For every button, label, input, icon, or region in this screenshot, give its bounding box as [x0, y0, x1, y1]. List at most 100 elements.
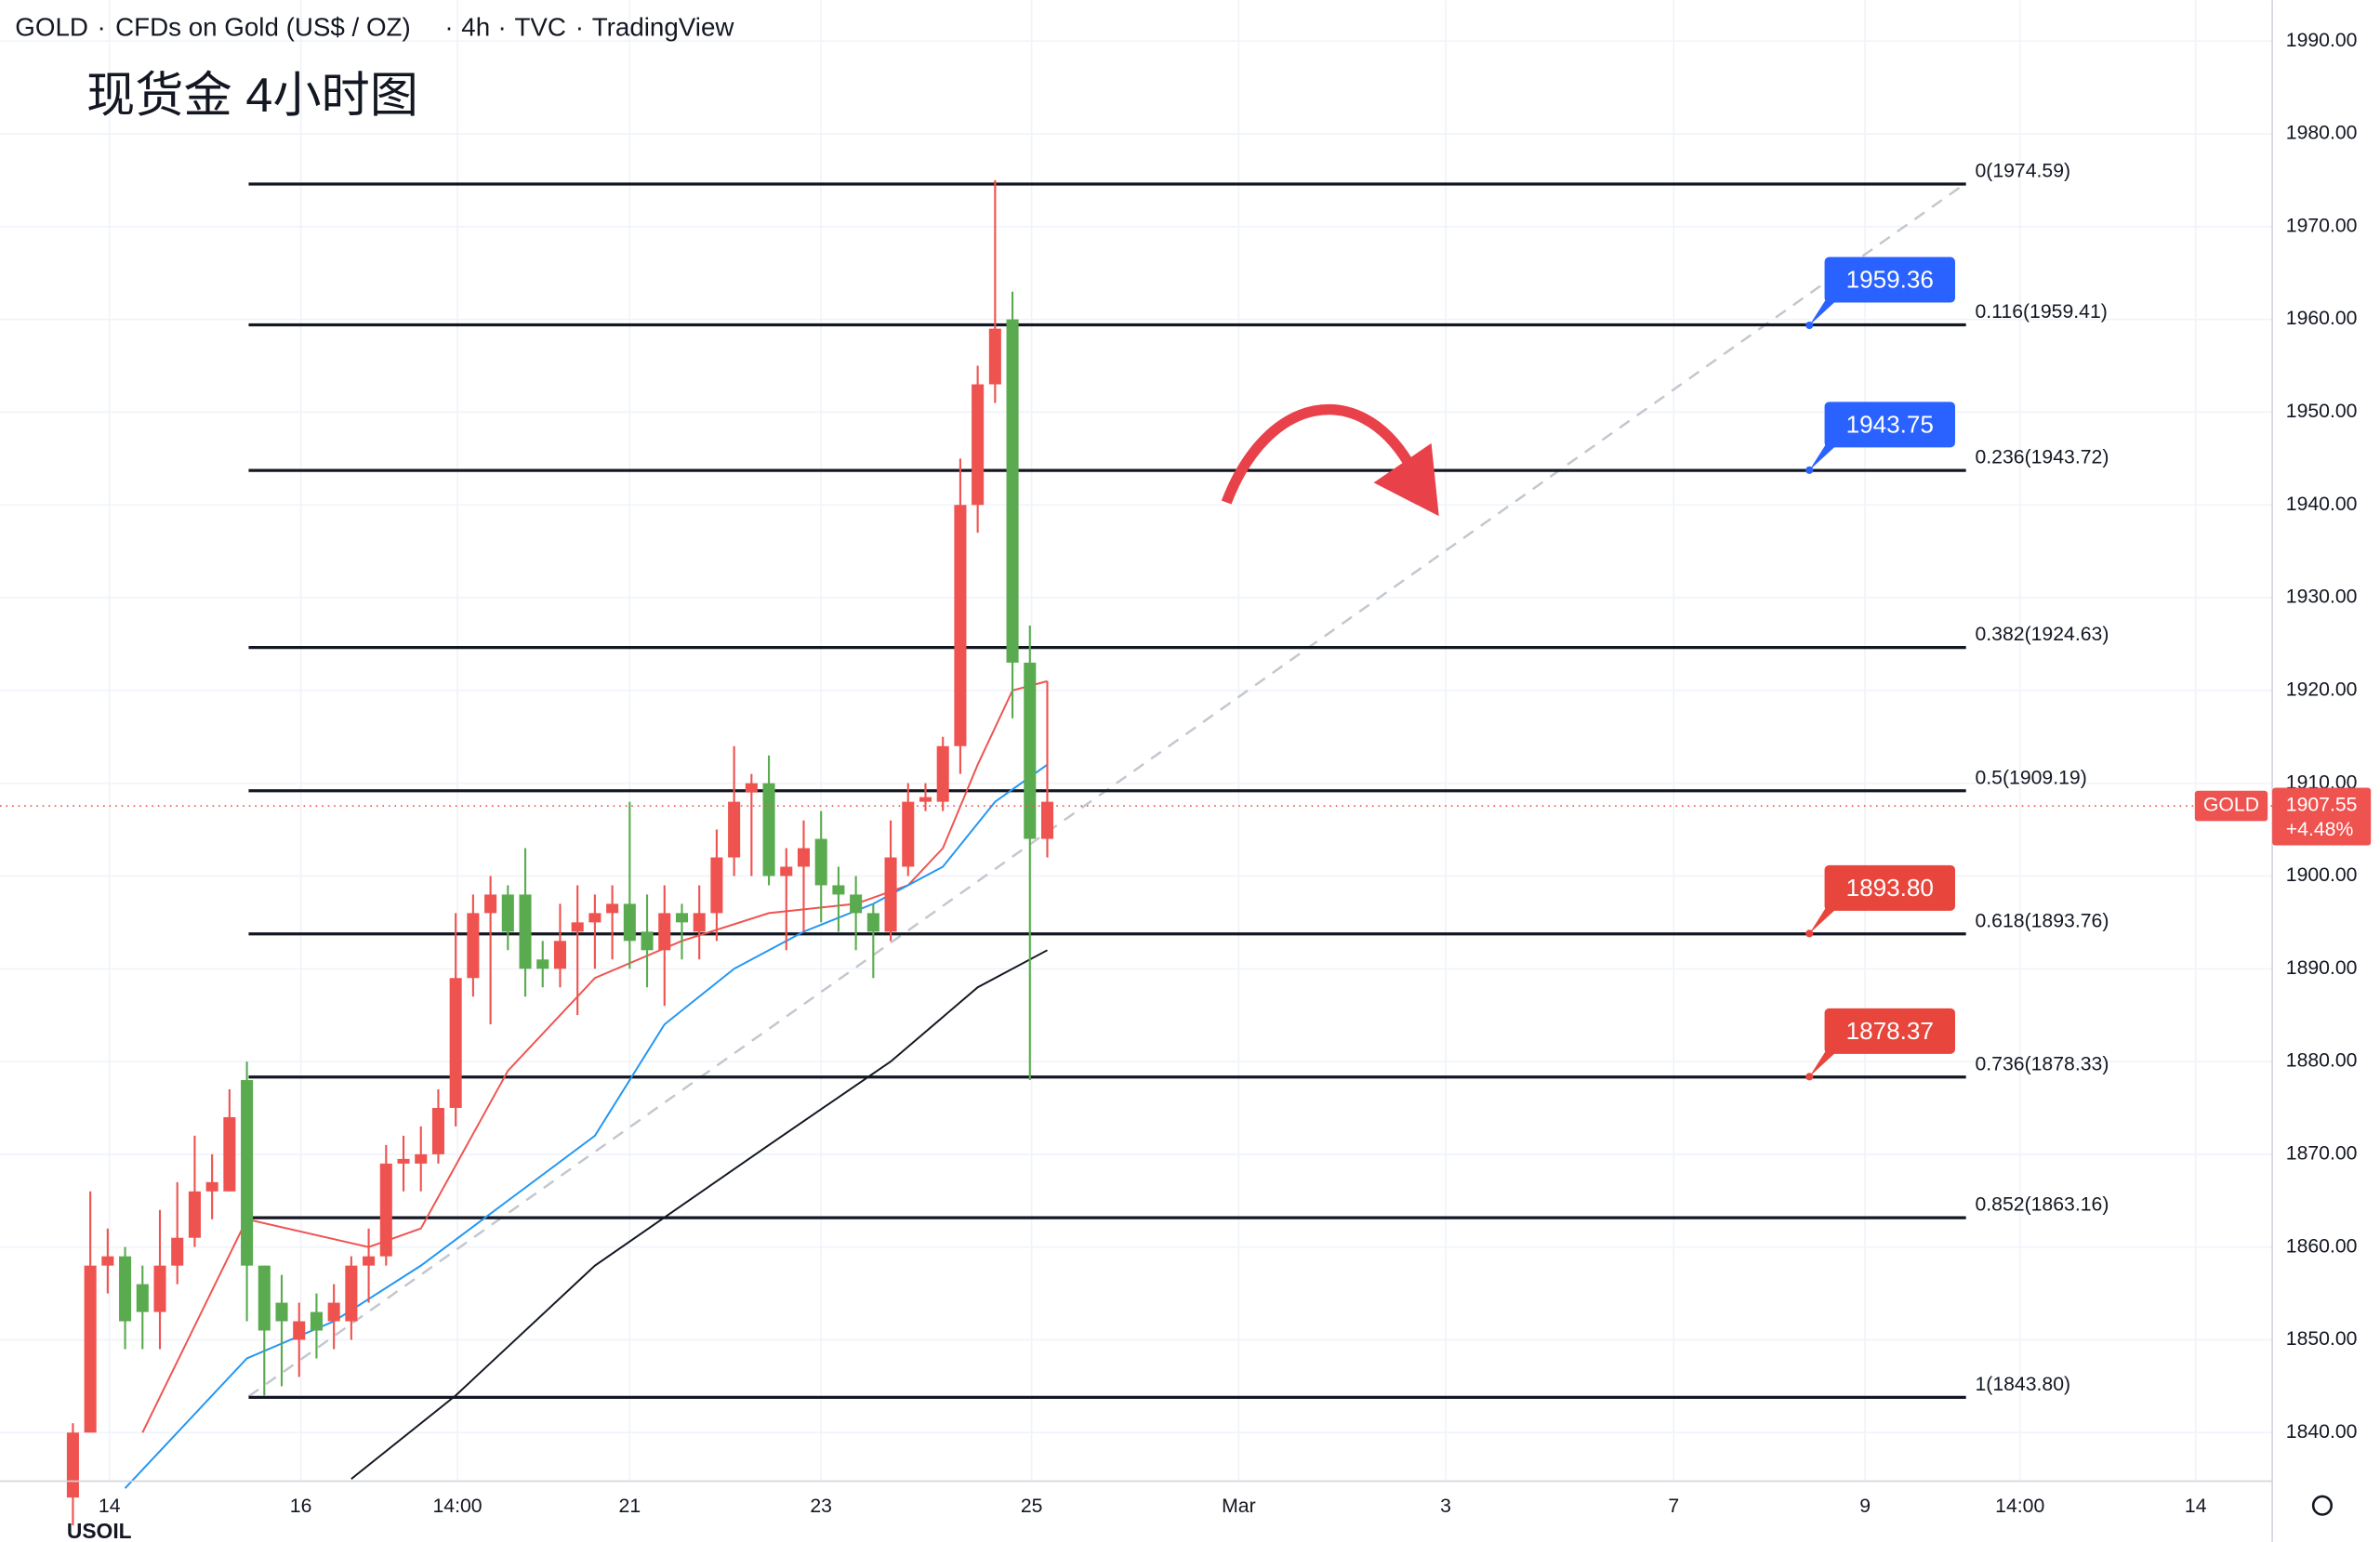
candle-body: [919, 797, 932, 802]
fib-label: 0.236(1943.72): [1975, 447, 2109, 468]
fib-label: 0.852(1863.16): [1975, 1194, 2109, 1216]
candle-body: [379, 1163, 392, 1257]
y-tick-label: 1870.00: [2286, 1142, 2358, 1164]
candle-body: [275, 1302, 288, 1322]
callout-point: [1805, 466, 1814, 474]
candle-body: [553, 941, 566, 969]
x-tick-label: 14: [99, 1496, 121, 1517]
candle-body: [467, 913, 480, 979]
y-tick-label: 1930.00: [2286, 586, 2358, 608]
y-tick-label: 1910.00: [2286, 771, 2358, 793]
x-tick-label: 14:00: [432, 1496, 482, 1517]
fib-label: 0.618(1893.76): [1975, 910, 2109, 931]
candle-body: [850, 894, 863, 914]
y-tick-label: 1900.00: [2286, 864, 2358, 886]
candle-body: [501, 894, 514, 932]
candle-body: [1024, 662, 1037, 839]
y-tick-label: 1840.00: [2286, 1421, 2358, 1443]
candle-body: [223, 1116, 236, 1192]
x-tick-label: 16: [290, 1496, 312, 1517]
y-tick-label: 1940.00: [2286, 494, 2358, 515]
y-tick-label: 1970.00: [2286, 215, 2358, 236]
callout-label: 1943.75: [1846, 410, 1934, 438]
fib-label: 0(1974.59): [1975, 161, 2070, 182]
chart-title: 现货金 4小时图: [86, 69, 418, 123]
sep: ·: [575, 12, 584, 41]
fib-label: 0.116(1959.41): [1975, 301, 2107, 323]
candle-body: [954, 505, 967, 746]
candle-body: [241, 1080, 254, 1266]
candle-body: [519, 894, 532, 969]
settings-icon[interactable]: [2311, 1495, 2334, 1516]
callout-point: [1805, 1073, 1814, 1081]
price-badge: [2272, 787, 2372, 846]
candle-body: [814, 838, 827, 886]
candle-body: [728, 801, 741, 858]
candle-body: [832, 885, 845, 895]
candle-body: [415, 1153, 428, 1164]
x-tick-label: 3: [1440, 1496, 1451, 1517]
callout-box: [1824, 257, 1955, 303]
x-tick-label: 14: [2185, 1496, 2207, 1517]
callout-label: 1959.36: [1846, 266, 1934, 294]
callout-label: 1893.80: [1846, 874, 1934, 902]
fib-label: 0.5(1909.19): [1975, 767, 2086, 788]
candle-body: [571, 922, 584, 932]
callout-box: [1824, 864, 1955, 911]
y-tick-label: 1980.00: [2286, 123, 2358, 144]
symbol: GOLD: [15, 12, 88, 41]
x-tick-label: 14:00: [1995, 1496, 2044, 1517]
symbol-badge-label: GOLD: [2203, 795, 2259, 816]
candle-body: [363, 1256, 376, 1266]
x-tick-label: 25: [1021, 1496, 1043, 1517]
moving-average: [350, 949, 1048, 1480]
x-tick-label: Mar: [1222, 1496, 1256, 1517]
candle-body: [293, 1321, 306, 1340]
sep: ·: [498, 12, 507, 41]
sep: ·: [97, 12, 105, 41]
candle-body: [431, 1107, 444, 1154]
fib-label: 0.736(1878.33): [1975, 1053, 2109, 1074]
candle-body: [675, 913, 688, 923]
candle-body: [345, 1265, 358, 1322]
candle-body: [310, 1311, 323, 1331]
x-tick-label: 9: [1859, 1496, 1871, 1517]
fib-label: 0.382(1924.63): [1975, 624, 2109, 645]
candle-body: [101, 1256, 114, 1266]
y-tick-label: 1990.00: [2286, 30, 2358, 51]
y-tick-label: 1860.00: [2286, 1235, 2358, 1257]
instrument: CFDs on Gold (US$ / OZ): [115, 12, 411, 41]
candle-body: [119, 1256, 132, 1322]
platform: TradingView: [592, 12, 735, 41]
callout-box: [1824, 402, 1955, 448]
other-symbol: USOIL: [67, 1519, 132, 1542]
candle-body: [641, 931, 654, 951]
y-tick-label: 1960.00: [2286, 308, 2358, 329]
candle-body: [136, 1284, 149, 1312]
arrow-head: [1373, 442, 1439, 517]
fib-label: 1(1843.80): [1975, 1374, 2070, 1395]
candle-body: [606, 903, 619, 914]
candle-body: [693, 913, 706, 932]
price-badge-label: 1907.55: [2286, 795, 2358, 816]
candle-body: [171, 1237, 184, 1266]
candle-body: [327, 1302, 340, 1322]
candle-body: [397, 1158, 410, 1164]
candle-body: [1040, 801, 1054, 839]
candle-body: [988, 328, 1001, 385]
candle-body: [780, 866, 793, 876]
candle-body: [449, 978, 462, 1108]
candle-body: [623, 903, 636, 942]
y-tick-label: 1880.00: [2286, 1050, 2358, 1072]
candle-body: [902, 801, 915, 867]
moving-average: [141, 679, 1048, 1433]
y-tick-label: 1950.00: [2286, 401, 2358, 422]
candle-body: [745, 783, 758, 793]
callout-point: [1805, 321, 1814, 330]
header: GOLD CFDs on Gold (US$ / OZ) 4h TVC Trad…: [15, 12, 734, 41]
candle-body: [866, 913, 879, 932]
candle-body: [84, 1265, 97, 1433]
y-tick-label: 1890.00: [2286, 957, 2358, 979]
